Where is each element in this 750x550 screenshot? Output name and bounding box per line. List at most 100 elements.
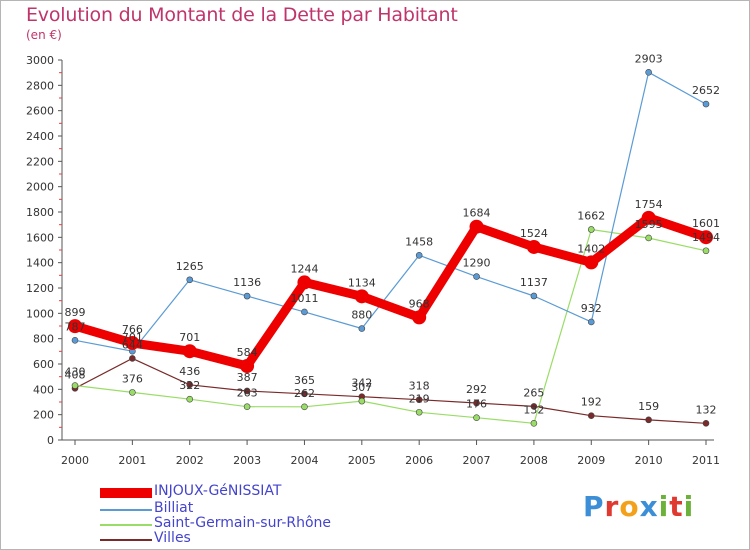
x-tick-label: 2008 xyxy=(520,454,548,467)
data-label: 1524 xyxy=(520,227,548,240)
legend-label: Saint-Germain-sur-Rhône xyxy=(154,515,332,531)
data-point xyxy=(129,389,136,396)
data-label: 408 xyxy=(65,368,86,381)
proxiti-logo: Proxiti xyxy=(583,490,695,523)
y-tick-label: 400 xyxy=(33,383,54,396)
chart-subtitle: (en €) xyxy=(26,28,62,42)
data-point xyxy=(358,325,366,332)
y-tick-label: 800 xyxy=(33,333,54,346)
data-label: 365 xyxy=(294,374,315,387)
y-tick-label: 0 xyxy=(47,434,54,447)
data-point xyxy=(530,403,538,410)
data-point xyxy=(415,408,423,416)
data-point xyxy=(243,292,251,300)
data-label: 219 xyxy=(409,392,430,405)
y-tick-label: 2000 xyxy=(26,181,54,194)
x-tick-label: 2005 xyxy=(348,454,376,467)
data-label: 132 xyxy=(696,403,717,416)
legend-swatch xyxy=(100,509,152,511)
data-point xyxy=(415,396,423,404)
data-point xyxy=(699,230,713,245)
y-tick-label: 600 xyxy=(33,358,54,371)
data-point xyxy=(243,387,251,395)
data-label: 644 xyxy=(122,338,143,351)
data-label: 1601 xyxy=(692,217,720,230)
data-point xyxy=(125,335,140,350)
x-tick-label: 2004 xyxy=(290,454,318,467)
data-label: 1754 xyxy=(635,198,663,211)
data-point xyxy=(587,318,595,326)
series-line-0 xyxy=(73,213,708,371)
data-point xyxy=(71,382,79,389)
legend-label: INJOUX-GéNISSIAT xyxy=(154,483,282,499)
data-label: 701 xyxy=(122,331,143,344)
data-label: 1134 xyxy=(348,276,376,289)
data-label: 376 xyxy=(122,372,143,385)
y-tick-label: 200 xyxy=(33,409,54,422)
data-point xyxy=(530,292,538,300)
data-point xyxy=(702,100,710,108)
data-point xyxy=(301,308,308,316)
data-point xyxy=(186,381,194,389)
data-label: 1244 xyxy=(290,262,318,275)
data-label: 192 xyxy=(581,396,602,409)
data-point xyxy=(645,68,652,76)
data-label: 899 xyxy=(65,306,86,319)
legend-swatch xyxy=(100,488,152,498)
data-point xyxy=(358,397,366,405)
data-label: 880 xyxy=(351,309,372,322)
data-label: 263 xyxy=(237,387,258,400)
data-point xyxy=(641,210,656,225)
data-label: 1265 xyxy=(176,260,204,273)
y-tick-label: 2200 xyxy=(26,155,54,168)
data-point xyxy=(71,337,79,344)
data-label: 1290 xyxy=(463,257,491,270)
data-label: 968 xyxy=(409,297,430,310)
data-label: 342 xyxy=(351,377,372,390)
data-label: 1494 xyxy=(692,231,720,244)
data-point xyxy=(415,252,423,259)
data-label: 265 xyxy=(523,386,544,399)
y-tick-label: 2800 xyxy=(26,79,54,92)
data-label: 1458 xyxy=(405,235,433,248)
y-tick-label: 2600 xyxy=(26,105,54,118)
data-point xyxy=(186,395,194,403)
y-tick-label: 2400 xyxy=(26,130,54,143)
x-tick-label: 2006 xyxy=(405,454,433,467)
data-label: 132 xyxy=(523,403,544,416)
x-tick-label: 2009 xyxy=(577,454,605,467)
data-point xyxy=(68,319,82,334)
data-point xyxy=(587,412,595,419)
data-label: 1662 xyxy=(577,209,605,222)
data-point xyxy=(526,239,541,254)
data-label: 176 xyxy=(466,398,487,411)
data-point xyxy=(702,419,710,427)
y-tick-label: 1400 xyxy=(26,257,54,270)
data-label: 436 xyxy=(179,365,200,378)
data-label: 1137 xyxy=(520,276,548,289)
x-tick-label: 2011 xyxy=(692,454,720,467)
data-point xyxy=(473,399,480,407)
data-label: 1684 xyxy=(463,207,491,220)
y-tick-label: 1000 xyxy=(26,307,54,320)
data-label: 701 xyxy=(179,331,200,344)
data-label: 262 xyxy=(294,387,315,400)
data-point xyxy=(584,255,599,270)
data-point xyxy=(702,247,710,255)
data-point xyxy=(297,275,312,290)
data-label: 318 xyxy=(409,380,430,393)
x-tick-label: 2001 xyxy=(118,454,146,467)
series-line-3 xyxy=(74,357,707,424)
data-point xyxy=(301,390,308,398)
series-line-1 xyxy=(74,71,707,352)
data-label: 1011 xyxy=(290,292,318,305)
x-tick-label: 2002 xyxy=(176,454,204,467)
legend-label: Billiat xyxy=(154,500,194,516)
legend-swatch xyxy=(100,524,152,526)
series-line-2 xyxy=(74,228,707,424)
data-point xyxy=(645,234,652,242)
data-point xyxy=(182,344,197,359)
data-point xyxy=(473,414,480,422)
